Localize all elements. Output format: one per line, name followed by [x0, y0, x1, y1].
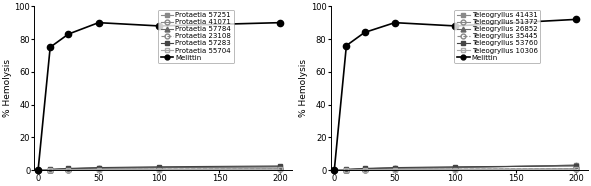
Y-axis label: % Hemolysis: % Hemolysis — [3, 59, 12, 117]
Legend: Teleogryllus 41431, Teleogryllus 51372, Teleogryllus 26852, Teleogryllus 35445, : Teleogryllus 41431, Teleogryllus 51372, … — [454, 9, 540, 63]
Y-axis label: % Hemolysis: % Hemolysis — [299, 59, 308, 117]
Legend: Protaetia 57251, Protaetia 41071, Protaetia 57784, Protaetia 23108, Protaetia 57: Protaetia 57251, Protaetia 41071, Protae… — [158, 9, 234, 63]
